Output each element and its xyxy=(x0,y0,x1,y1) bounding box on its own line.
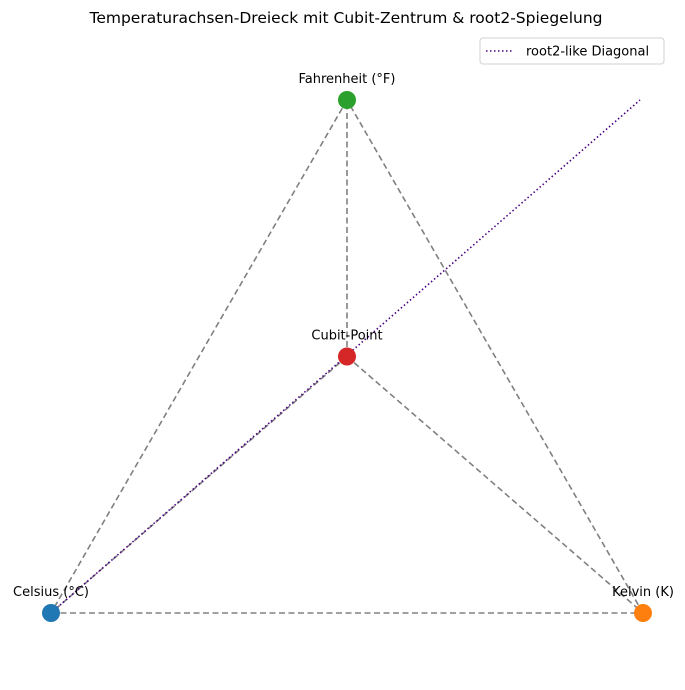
legend: root2-like Diagonal xyxy=(479,37,665,65)
label-celsius-c: Celsius (°C) xyxy=(13,585,89,600)
point-labels: Celsius (°C) Kelvin (K) Fahrenheit (°F) Cub… xyxy=(13,72,674,600)
triangle-edges xyxy=(50,99,644,614)
label-fahrenheit-f: Fahrenheit (°F) xyxy=(299,72,396,87)
point-cubit-point xyxy=(338,347,356,366)
point-fahrenheit-f xyxy=(338,91,356,109)
label-kelvin-k: Kelvin (K) xyxy=(612,585,674,600)
triangle-edge-kelvin-k-fahrenheit-f xyxy=(346,99,644,614)
spoke-cubit-point-celsius-c xyxy=(50,355,348,614)
point-celsius-c xyxy=(42,604,60,622)
legend-box xyxy=(479,37,665,65)
chart-title: Temperaturachsen-Dreieck mit Cubit-Zentr… xyxy=(88,9,602,27)
spoke-cubit-point-kelvin-k xyxy=(346,355,644,614)
points xyxy=(42,91,652,622)
point-kelvin-k xyxy=(634,604,652,622)
legend-label-root2-diagonal: root2-like Diagonal xyxy=(526,45,649,60)
triangle-edge-fahrenheit-f-celsius-c xyxy=(50,99,348,614)
label-cubit-point: Cubit-Point xyxy=(311,329,382,344)
